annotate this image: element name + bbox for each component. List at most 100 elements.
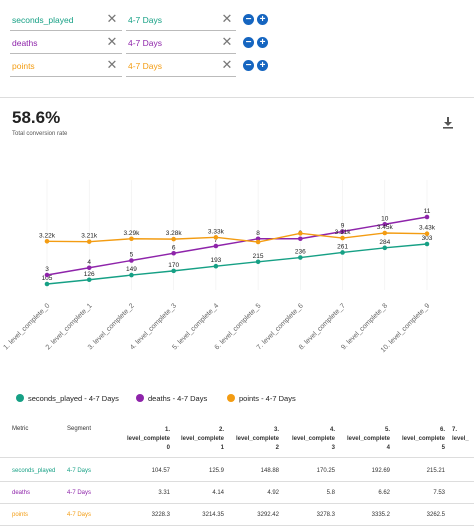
data-label: 10	[381, 215, 389, 222]
data-label: 3.21k	[81, 233, 98, 240]
legend-label: deaths - 4-7 Days	[148, 394, 208, 403]
x-tick-label: 10. level_complete_9	[380, 302, 432, 354]
data-label: 7	[214, 237, 218, 244]
data-label: 126	[84, 271, 95, 278]
x-tick-label: 6. level_complete_5	[214, 302, 263, 351]
data-point[interactable]	[382, 221, 388, 227]
close-icon[interactable]: ✕	[221, 34, 233, 49]
metric-select-value: points	[12, 61, 35, 71]
data-point[interactable]	[382, 245, 388, 251]
conversion-rate-value: 58.6%	[12, 108, 61, 127]
row-value: 192.69	[371, 468, 390, 474]
plus-circle-icon[interactable]: +	[257, 14, 268, 25]
download-icon[interactable]	[442, 116, 454, 129]
header-column: 2. level_complete 1	[180, 427, 224, 451]
plus-circle-icon[interactable]: +	[257, 60, 268, 71]
data-point[interactable]	[424, 214, 430, 220]
series-line	[46, 232, 428, 243]
close-icon[interactable]: ✕	[221, 11, 233, 26]
data-point[interactable]	[129, 272, 134, 278]
metric-select[interactable]: seconds_played ✕	[10, 9, 122, 31]
segment-select[interactable]: 4-7 Days ✕	[126, 55, 236, 77]
legend-dot	[16, 394, 24, 402]
x-tick-label: 5. level_complete_4	[171, 302, 220, 351]
table-row: seconds_played 4-7 Days 104.57 125.9 148…	[0, 460, 474, 482]
data-label: 3.29k	[123, 230, 140, 237]
row-value: 215.21	[426, 468, 445, 474]
header-column: 6. level_complete 5	[401, 427, 445, 451]
minus-circle-icon[interactable]: −	[243, 37, 254, 48]
data-point[interactable]	[213, 235, 219, 240]
metric-select[interactable]: deaths ✕	[10, 32, 122, 54]
data-point[interactable]	[255, 236, 261, 242]
minus-circle-icon[interactable]: −	[243, 60, 254, 71]
data-table: Metric Segment 1. level_complete 0 2. level…	[0, 420, 474, 526]
data-label: 215	[253, 253, 264, 260]
data-label: 236	[295, 249, 306, 256]
data-point[interactable]	[213, 243, 219, 249]
table-header: Metric Segment 1. level_complete 0 2. level…	[0, 420, 474, 458]
legend-label: seconds_played - 4-7 Days	[28, 394, 119, 403]
data-label: 3.28k	[166, 230, 183, 237]
metric-select[interactable]: points ✕	[10, 55, 122, 77]
row-value: 4.92	[267, 490, 279, 496]
header-column: 7. level_	[452, 427, 469, 442]
header-column: 1. level_complete 0	[126, 427, 170, 451]
data-point[interactable]	[129, 258, 134, 263]
data-point[interactable]	[171, 236, 176, 242]
close-icon[interactable]: ✕	[221, 57, 233, 72]
legend-item[interactable]: deaths - 4-7 Days	[136, 394, 207, 403]
data-point[interactable]	[171, 268, 176, 274]
row-segment: 4-7 Days	[67, 512, 92, 518]
metric-select-value: seconds_played	[12, 15, 74, 25]
header-metric: Metric	[12, 426, 29, 432]
data-label: 6	[172, 244, 176, 251]
filter-row: points ✕ 4-7 Days ✕ − +	[0, 55, 474, 79]
segment-select[interactable]: 4-7 Days ✕	[126, 32, 236, 54]
data-point[interactable]	[213, 263, 219, 269]
row-metric: points	[12, 512, 29, 518]
data-point[interactable]	[340, 229, 345, 234]
data-point[interactable]	[382, 230, 388, 236]
data-point[interactable]	[255, 259, 261, 265]
row-value: 3.31	[158, 490, 170, 496]
data-point[interactable]	[298, 255, 303, 260]
close-icon[interactable]: ✕	[106, 57, 118, 72]
data-point[interactable]	[44, 238, 50, 244]
x-tick-label: 1. level_complete_0	[2, 302, 51, 351]
segment-select[interactable]: 4-7 Days ✕	[126, 9, 236, 31]
plus-circle-icon[interactable]: +	[257, 37, 268, 48]
legend-item[interactable]: seconds_played - 4-7 Days	[16, 394, 119, 403]
data-label: 149	[126, 266, 137, 273]
filter-panel: seconds_played ✕ 4-7 Days ✕ − + deaths ✕…	[0, 0, 474, 98]
header-column: 3. level_complete 2	[235, 427, 279, 451]
segment-select-value: 4-7 Days	[128, 38, 163, 48]
data-point[interactable]	[129, 236, 134, 242]
data-point[interactable]	[298, 236, 303, 242]
legend-item[interactable]: points - 4-7 Days	[227, 394, 296, 403]
data-point[interactable]	[424, 231, 430, 237]
data-point[interactable]	[255, 239, 261, 245]
row-value: 3214.35	[202, 512, 224, 518]
data-label: 4	[87, 259, 91, 266]
close-icon[interactable]: ✕	[106, 11, 118, 26]
data-label: 261	[337, 243, 348, 250]
data-point[interactable]	[424, 241, 430, 247]
filter-row: seconds_played ✕ 4-7 Days ✕ − +	[0, 9, 474, 33]
data-point[interactable]	[340, 235, 345, 241]
data-point[interactable]	[86, 277, 92, 283]
data-point[interactable]	[340, 250, 345, 255]
data-point[interactable]	[171, 250, 176, 256]
row-value: 170.25	[316, 468, 335, 474]
data-point[interactable]	[44, 281, 50, 287]
data-label: 3.33k	[208, 228, 225, 235]
data-point[interactable]	[298, 231, 303, 236]
close-icon[interactable]: ✕	[106, 34, 118, 49]
minus-circle-icon[interactable]: −	[243, 14, 254, 25]
data-point[interactable]	[86, 265, 92, 271]
data-point[interactable]	[86, 239, 92, 244]
row-value: 6.62	[378, 490, 390, 496]
data-label: 170	[168, 262, 179, 269]
data-point[interactable]	[44, 272, 50, 278]
metric-select-value: deaths	[12, 38, 38, 48]
